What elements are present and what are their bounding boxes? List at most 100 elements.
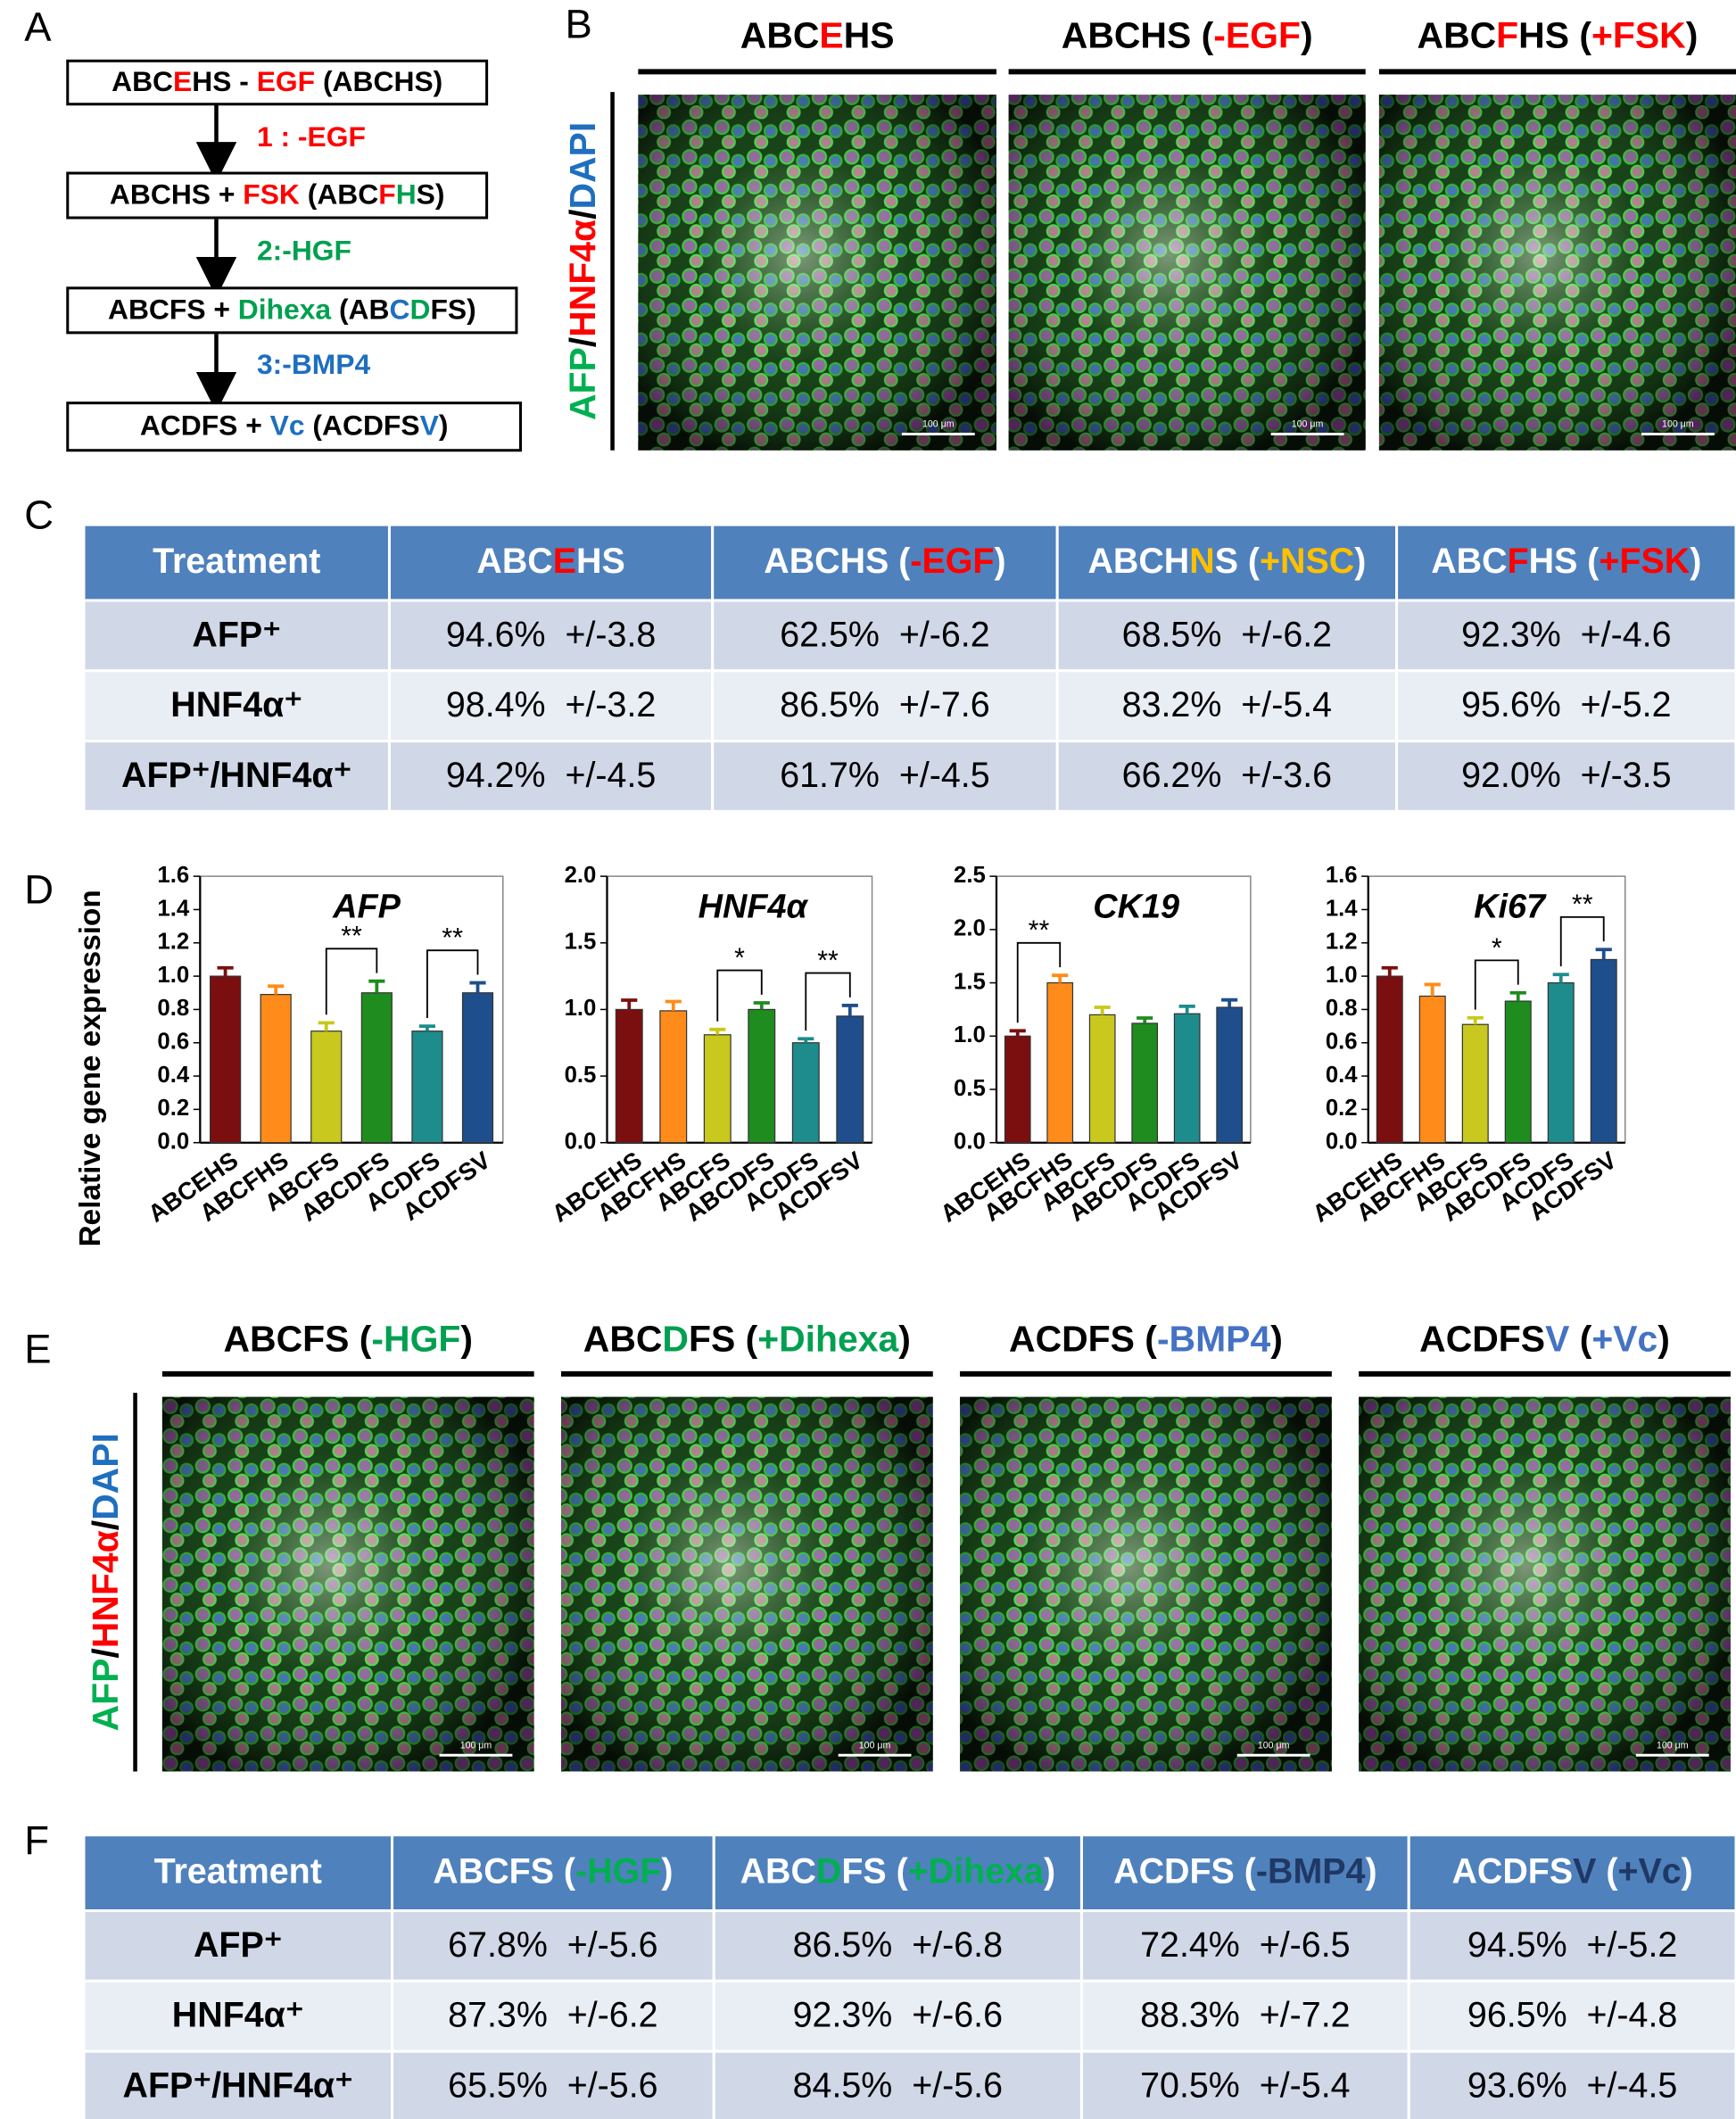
y-tick-label: 0.2 bbox=[1326, 1096, 1358, 1121]
text-segment: Vc bbox=[270, 410, 305, 442]
text-segment: ACDFS ( bbox=[1113, 1852, 1257, 1891]
text-segment: V bbox=[420, 410, 439, 442]
table-row-label: AFP⁺ bbox=[192, 615, 281, 654]
text-segment: ABC bbox=[476, 542, 552, 581]
table-value: 92.3% +/-6.6 bbox=[793, 1996, 1003, 2035]
bar bbox=[310, 1031, 343, 1144]
table-cell bbox=[387, 599, 715, 673]
chart-title: AFP bbox=[332, 889, 401, 926]
table-cell bbox=[82, 669, 392, 743]
y-axis-label: Relative gene expression bbox=[74, 890, 107, 1246]
text-segment: ACDFS bbox=[1451, 1852, 1573, 1891]
table-value: 94.5% +/-5.2 bbox=[1467, 1925, 1677, 1965]
table-header-cell bbox=[1407, 1833, 1736, 1913]
text-segment: FSK bbox=[243, 178, 300, 211]
significance-bracket bbox=[426, 949, 479, 1018]
text-segment: -HGF bbox=[575, 1852, 661, 1891]
table-header-label: ABCHS (-EGF) bbox=[764, 542, 1005, 581]
text-segment: F bbox=[1508, 542, 1529, 581]
text-segment: -EGF bbox=[1213, 14, 1301, 55]
table-value: 68.5% +/-6.2 bbox=[1122, 615, 1332, 654]
text-segment: ABCH bbox=[1087, 542, 1189, 581]
error-bar bbox=[1467, 1015, 1484, 1025]
table-value: 86.5% +/-6.8 bbox=[793, 1925, 1003, 1965]
panel-header: ABCFS (-HGF) bbox=[224, 1318, 473, 1359]
table-cell bbox=[1395, 599, 1736, 673]
error-bar bbox=[1424, 982, 1441, 997]
significance-bracket bbox=[1474, 959, 1519, 1010]
table-value: 72.4% +/-6.5 bbox=[1140, 1925, 1350, 1965]
text-segment: ) bbox=[1682, 1852, 1693, 1891]
scale-bar-label: 100 μm bbox=[922, 419, 955, 430]
bar bbox=[210, 975, 242, 1144]
error-bar bbox=[1094, 1006, 1111, 1015]
text-segment: HNF4α bbox=[562, 219, 603, 337]
table-cell bbox=[82, 740, 392, 813]
stain-label: AFP/HNF4α/DAPI bbox=[85, 1433, 126, 1731]
text-segment: -BMP4 bbox=[1256, 1852, 1366, 1891]
table-header-label: ABCDFS (+Dihexa) bbox=[740, 1852, 1056, 1891]
bar bbox=[791, 1042, 820, 1144]
micrograph-overlay bbox=[1359, 1396, 1731, 1772]
table-value: 84.5% +/-5.6 bbox=[793, 2066, 1003, 2106]
table-row-label: AFP⁺/HNF4α⁺ bbox=[121, 756, 351, 795]
significance-bracket bbox=[716, 969, 763, 1022]
y-tick-label: 1.0 bbox=[157, 963, 189, 988]
text-segment: (ABCHS) bbox=[315, 65, 442, 97]
table-value: 62.5% +/-6.2 bbox=[780, 615, 989, 654]
text-segment: ABC bbox=[1418, 14, 1497, 55]
text-segment: ) bbox=[661, 1852, 673, 1891]
text-segment: ABCFS ( bbox=[433, 1852, 576, 1891]
text-segment: Dihexa bbox=[238, 294, 332, 326]
text-segment: / bbox=[85, 1648, 126, 1658]
y-tick-label: 0.5 bbox=[954, 1076, 986, 1101]
y-tick-label: 0.2 bbox=[157, 1096, 189, 1121]
text-segment: +FSK bbox=[1591, 14, 1686, 55]
table-cell bbox=[82, 2049, 394, 2119]
table-cell bbox=[711, 599, 1059, 673]
chart-title: HNF4α bbox=[699, 889, 809, 926]
text-segment: E bbox=[173, 65, 192, 97]
y-tick-label: 0.4 bbox=[157, 1063, 189, 1088]
panel-label: B bbox=[566, 1, 592, 46]
table-row-label: HNF4α⁺ bbox=[172, 1996, 304, 2035]
error-bar bbox=[418, 1024, 436, 1031]
significance-label: * bbox=[1492, 933, 1502, 963]
bar bbox=[1590, 958, 1617, 1144]
table-cell bbox=[712, 2049, 1083, 2119]
text-segment: ) bbox=[460, 1318, 473, 1359]
y-tick-label: 1.2 bbox=[1326, 930, 1358, 955]
bar bbox=[1461, 1023, 1489, 1144]
bar bbox=[360, 992, 393, 1144]
text-segment: ) bbox=[1354, 542, 1366, 581]
text-segment: ABC bbox=[1431, 542, 1507, 581]
table-value: 87.3% +/-6.2 bbox=[448, 1996, 657, 2035]
scale-bar-label: 100 μm bbox=[460, 1740, 492, 1751]
text-segment: ABCFS + bbox=[108, 294, 238, 326]
table-header-label: Treatment bbox=[153, 542, 320, 581]
text-segment: / bbox=[562, 210, 603, 219]
bar bbox=[1131, 1022, 1159, 1144]
text-segment: D bbox=[816, 1852, 841, 1891]
text-segment: HS bbox=[844, 14, 895, 55]
flow-box-label: ABCHS + FSK (ABCFHS) bbox=[110, 178, 445, 211]
table-value: 94.6% +/-3.8 bbox=[446, 615, 656, 654]
micrograph-overlay bbox=[638, 95, 996, 451]
table-value: 98.4% +/-3.2 bbox=[446, 685, 656, 724]
text-segment: AFP bbox=[85, 1659, 126, 1732]
text-segment: +FSK bbox=[1599, 542, 1690, 581]
text-segment: -EGF bbox=[910, 542, 994, 581]
text-segment: S) bbox=[417, 178, 445, 211]
stain-label: AFP/HNF4α/DAPI bbox=[562, 122, 603, 420]
flow-box bbox=[66, 286, 518, 335]
text-segment: ACDFS ( bbox=[1009, 1318, 1157, 1359]
scale-bar-label: 100 μm bbox=[859, 1740, 891, 1751]
text-segment: H bbox=[396, 178, 417, 211]
table-cell bbox=[1407, 2049, 1736, 2119]
significance-bracket bbox=[1016, 941, 1062, 1023]
text-segment: / bbox=[85, 1520, 126, 1530]
text-segment: AFP bbox=[562, 347, 603, 420]
y-tick-label: 0.0 bbox=[157, 1130, 189, 1155]
micrograph-overlay bbox=[560, 1396, 933, 1772]
